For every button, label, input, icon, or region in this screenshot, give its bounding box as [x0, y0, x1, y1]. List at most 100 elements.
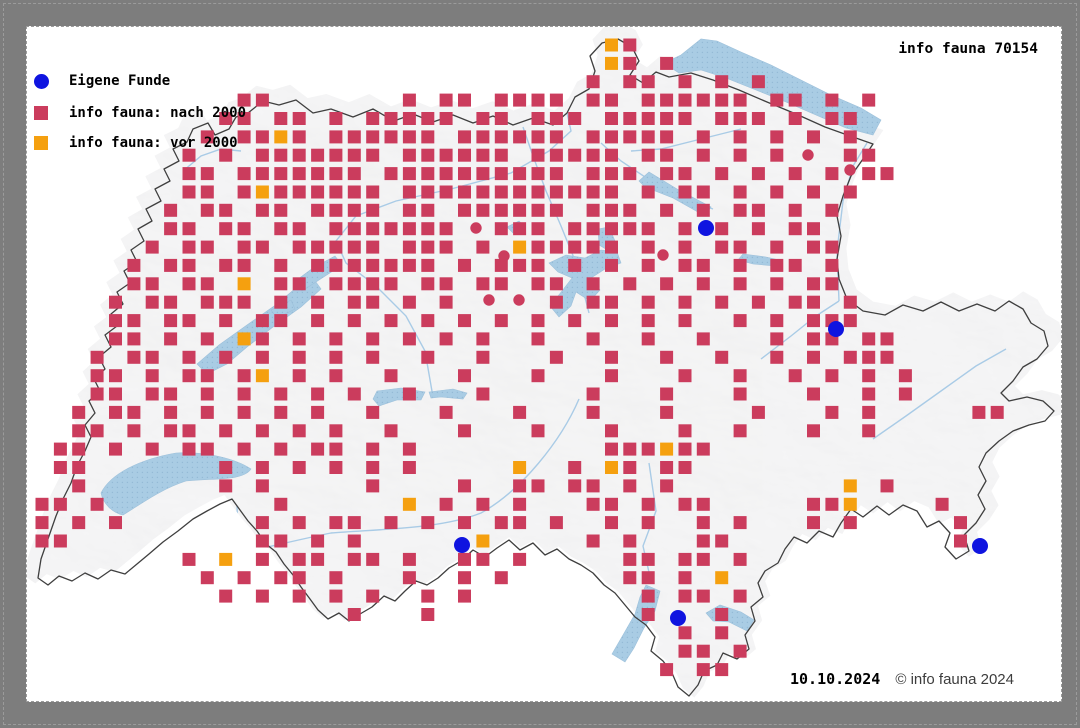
grid-square-red: [605, 442, 618, 456]
grid-square-red: [788, 295, 802, 309]
grid-square-red: [311, 148, 325, 162]
grid-square-red: [641, 589, 655, 603]
grid-square-red: [531, 167, 545, 181]
grid-square-orange: [219, 552, 233, 566]
grid-square-red: [531, 240, 545, 254]
grid-square-red: [402, 387, 416, 401]
grid-square-red: [770, 130, 784, 144]
river-vorderrhein: [760, 300, 840, 360]
grid-square-red: [660, 148, 674, 162]
grid-square-red: [531, 479, 545, 493]
grid-square-red: [641, 332, 655, 346]
grid-square-red: [660, 167, 674, 181]
grid-square-red: [90, 497, 104, 511]
grid-square-red: [513, 479, 527, 493]
grid-square-red: [384, 277, 398, 291]
grid-square-red: [586, 75, 600, 89]
map-title: info fauna 70154: [898, 41, 1038, 57]
grid-square-red: [311, 314, 325, 328]
grid-square-red: [660, 350, 674, 364]
grid-square-red: [807, 277, 820, 291]
grid-square-red: [109, 387, 122, 401]
grid-square-red: [329, 571, 343, 585]
grid-square-red: [292, 516, 306, 530]
grid-square-red: [90, 387, 104, 401]
grid-square-red: [458, 93, 471, 107]
grid-square-orange: [605, 38, 618, 52]
grid-square-red: [366, 203, 380, 217]
grid-square-red: [788, 258, 802, 272]
grid-square-red: [568, 148, 582, 162]
grid-square-red: [751, 167, 765, 181]
grid-square-red: [788, 167, 802, 181]
grid-square-red: [660, 203, 674, 217]
grid-square-red: [329, 332, 343, 346]
grid-square-red: [476, 277, 490, 291]
grid-square-red: [807, 424, 820, 438]
grid-square-red: [586, 240, 600, 254]
grid-square-red: [90, 424, 104, 438]
grid-square-red: [513, 130, 527, 144]
grid-square-red: [311, 203, 325, 217]
grid-square-red: [788, 222, 802, 236]
grid-square-red: [494, 571, 508, 585]
grid-square-red: [237, 295, 251, 309]
grid-square-red: [476, 240, 490, 254]
grid-square-red: [109, 405, 122, 419]
grid-square-red: [200, 442, 214, 456]
record-circle-red: [470, 222, 482, 234]
grid-square-red: [696, 442, 710, 456]
grid-square-red: [329, 185, 343, 199]
grid-square-red: [494, 148, 508, 162]
grid-square-red: [292, 277, 306, 291]
grid-square-red: [751, 75, 765, 89]
grid-square-red: [329, 148, 343, 162]
grid-square-red: [898, 369, 912, 383]
grid-square-red: [678, 644, 692, 658]
grid-square-red: [439, 332, 453, 346]
grid-square-red: [311, 258, 325, 272]
grid-square-red: [605, 369, 618, 383]
grid-square-red: [715, 167, 729, 181]
grid-square-red: [402, 571, 416, 585]
grid-square-red: [164, 222, 178, 236]
grid-square-red: [605, 167, 618, 181]
grid-square-red: [145, 277, 159, 291]
grid-square-red: [402, 148, 416, 162]
grid-square-red: [641, 222, 655, 236]
grid-square-red: [35, 516, 49, 530]
grid-square-red: [329, 203, 343, 217]
footer-date: 10.10.2024: [790, 670, 881, 688]
grid-square-red: [531, 203, 545, 217]
grid-square-red: [402, 93, 416, 107]
grid-square-red: [843, 185, 857, 199]
grid-square-red: [660, 663, 674, 677]
grid-square-red: [586, 93, 600, 107]
grid-square-red: [366, 405, 380, 419]
grid-square-red: [641, 185, 655, 199]
map-area: Eigene Funde info fauna: nach 2000 info …: [26, 26, 1062, 702]
legend-item-nach-2000: info fauna: nach 2000: [27, 105, 246, 121]
grid-square-red: [880, 332, 894, 346]
grid-square-red: [255, 130, 269, 144]
grid-square-red: [770, 277, 784, 291]
grid-square-red: [200, 277, 214, 291]
grid-square-red: [145, 350, 159, 364]
grid-square-red: [458, 571, 471, 585]
grid-square-red: [366, 442, 380, 456]
grid-square-red: [623, 479, 637, 493]
grid-square-red: [807, 332, 820, 346]
grid-square-orange: [660, 442, 674, 456]
grid-square-red: [292, 369, 306, 383]
grid-square-red: [825, 203, 839, 217]
grid-square-red: [53, 497, 67, 511]
grid-square-red: [788, 93, 802, 107]
grid-square-red: [549, 185, 563, 199]
grid-square-red: [660, 461, 674, 474]
grid-square-red: [678, 75, 692, 89]
grid-square-red: [549, 112, 563, 125]
grid-square-red: [439, 93, 453, 107]
grid-square-red: [164, 424, 178, 438]
legend-item-eigene-funde: Eigene Funde: [27, 73, 170, 89]
grid-square-red: [255, 350, 269, 364]
